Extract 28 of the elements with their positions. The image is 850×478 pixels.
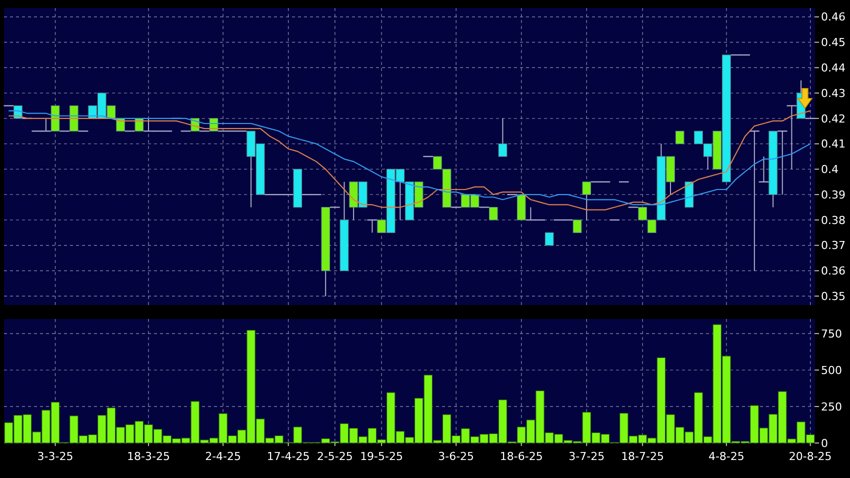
x-tick-label: 19-5-25 [360,450,404,463]
y-tick-label: 0.35 [821,290,846,303]
y-tick-label: 0.44 [821,62,846,75]
x-tick-label: 3-3-25 [37,450,74,463]
x-tick-label: 3-6-25 [438,450,474,463]
x-tick-label: 18-3-25 [127,450,170,463]
x-tick-label: 2-4-25 [205,450,242,463]
y-tick-label: 250 [821,400,842,414]
y-tick-label: 0.37 [821,239,846,252]
y-tick-label: 0.39 [821,188,846,202]
x-tick-label: 20-8-25 [788,450,832,463]
x-tick-label: 4-8-25 [708,450,744,463]
y-tick-label: 0.38 [821,214,846,227]
y-tick-label: 0.36 [821,264,846,278]
y-tick-label: 500 [821,364,842,377]
x-tick-label: 3-7-25 [568,450,605,463]
x-tick-label: 18-6-25 [500,450,543,463]
y-tick-label: 0.43 [821,86,846,100]
y-tick-label: 0.41 [821,138,846,151]
y-tick-label: 750 [821,327,842,340]
y-tick-label: 0.46 [821,10,846,24]
x-tick-label: 18-7-25 [621,450,664,463]
y-tick-label: 0.45 [821,36,846,50]
x-tick-label: 17-4-25 [266,450,310,463]
y-tick-label: 0 [821,436,828,450]
y-tick-label: 0.42 [821,112,846,126]
x-tick-label: 2-5-25 [316,450,353,463]
y-tick-label: 0.4 [821,163,838,176]
